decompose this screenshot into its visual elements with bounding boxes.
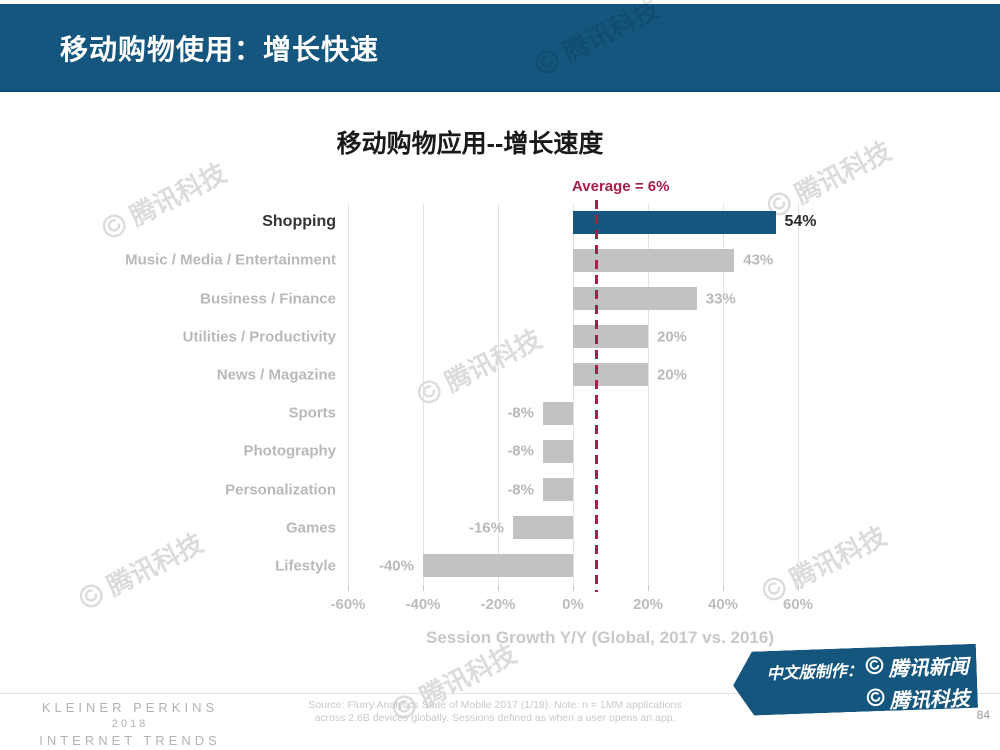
watermark-text: 腾讯科技 [439,323,547,398]
value-label: 20% [657,366,688,384]
value-label: -8% [507,442,534,460]
category-label: Business / Finance [200,290,336,307]
category-label: Games [285,519,336,537]
source-note: Source: Flurry Analytics State of Mobile… [280,699,710,725]
tencent-news-label: 腾讯新闻 [888,656,970,681]
value-label: 54% [784,213,817,231]
credit-label: 中文版制作： [766,662,863,684]
page-title: 移动购物使用：增长快速 [60,34,380,65]
tick-label: 60% [782,596,814,613]
chart-title: 移动购物应用--增长速度 [336,130,604,158]
value-label: -8% [507,481,534,498]
tick-mark [498,585,499,591]
tick-mark [348,585,349,591]
value-label: 43% [743,251,774,269]
category-label: Sports [288,404,336,422]
brand-name: KLEINER PERKINS [41,700,219,715]
category-label: Personalization [225,481,336,498]
value-label: -40% [378,557,414,575]
tick-mark [648,585,649,591]
credit-brand-row: 腾讯科技 [865,682,970,715]
tick-label: 0% [562,596,584,613]
gridline [348,203,349,585]
tencent-watermark: 腾讯科技 [759,131,897,226]
value-label: 20% [657,328,688,346]
gridline [723,203,724,585]
category-label: Shopping [262,213,336,231]
gridline [573,203,574,585]
bar-personalization [543,478,573,501]
page-number: 84 [976,708,990,722]
watermark-text: 腾讯科技 [789,135,897,210]
category-label: Utilities / Productivity [182,328,336,346]
bar-news-magazine [573,363,648,387]
tick-mark [798,585,799,591]
bar-music-media-entertainment [573,248,735,272]
tencent-news-logo-icon [864,655,885,681]
tick-mark [423,585,424,591]
category-label: Lifestyle [275,557,336,575]
bar-business-finance [573,287,697,310]
gridline [648,203,649,585]
category-label: News / Magazine [216,366,336,384]
credit-brand-row: 腾讯新闻 [864,650,969,683]
tencent-credit-banner: 中文版制作： 腾讯新闻 腾讯科技 [732,644,978,716]
category-label: Music / Media / Entertainment [125,251,336,269]
average-annotation: Average = 6% [572,178,670,195]
credit-brands: 腾讯新闻 腾讯科技 [864,650,970,715]
tick-label: -40% [405,596,441,613]
tick-label: 20% [632,596,664,613]
kleiner-perkins-brand: KLEINER PERKINS 2018 INTERNET TRENDS [25,700,235,748]
x-axis-title: Session Growth Y/Y (Global, 2017 vs. 201… [425,628,775,647]
bar-utilities-productivity [573,325,648,349]
gridline [798,203,799,585]
bar-games [513,516,573,540]
slide-header: 移动购物使用：增长快速 [0,4,1000,92]
footer-divider [0,693,1000,694]
value-label: 33% [705,290,736,307]
bar-sports [543,401,573,425]
brand-year: 2018 [111,718,149,730]
tick-mark [723,585,724,591]
tick-label: -60% [330,596,366,613]
source-line-1: Source: Flurry Analytics State of Mobile… [308,699,682,711]
value-label: -16% [468,519,504,537]
gridline [423,203,424,585]
category-label: Photography [243,442,337,460]
bar-shopping [573,210,776,234]
source-line-2: across 2.6B devices globally. Sessions d… [314,712,676,724]
brand-report: INTERNET TRENDS [39,733,221,748]
bar-lifestyle [423,554,573,578]
gridline [498,203,499,585]
value-label: -8% [507,404,534,422]
tick-label: -20% [480,596,516,613]
tencent-watermark: 腾讯科技 [409,319,547,414]
tencent-watermark: 腾讯科技 [94,153,232,248]
average-line [594,200,598,592]
tick-label: 40% [707,596,739,613]
tick-mark [573,585,574,591]
tencent-tech-logo-icon [865,687,886,713]
bar-photography [543,439,573,463]
